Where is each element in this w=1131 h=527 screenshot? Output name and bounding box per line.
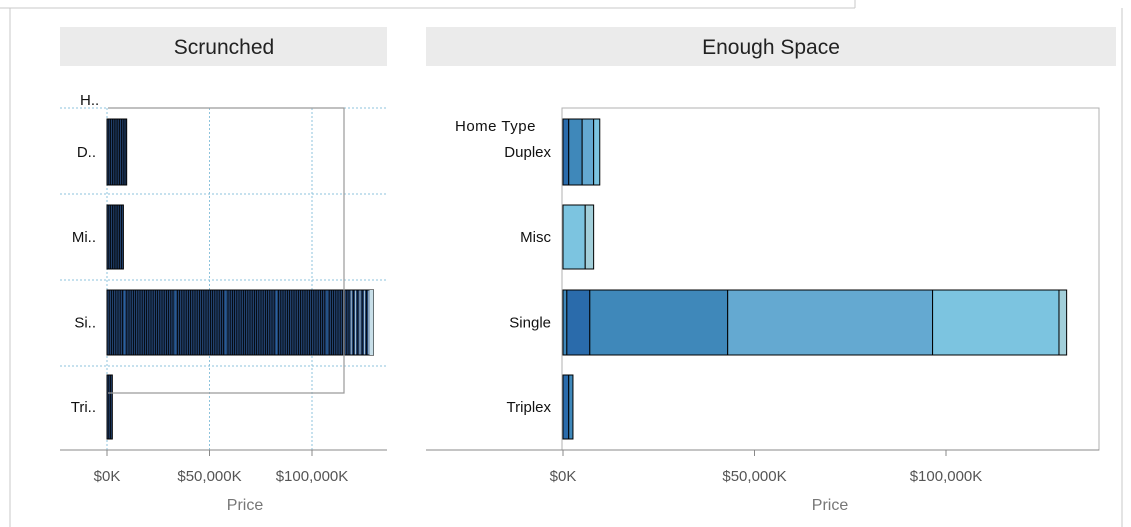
scrunched-title: Scrunched [174, 36, 274, 59]
scrunched-bar [106, 374, 113, 440]
scrunched-tick-labels: $0K $50,000K $100,000K [94, 450, 349, 485]
scrunched-x-axis-title: Price [227, 497, 264, 514]
enough-space-category-label: Single [509, 315, 551, 332]
enough-space-plot-frame [561, 107, 1100, 451]
scrunched-category-label: Mi.. [72, 229, 96, 246]
scrunched-bar-outline [106, 204, 124, 270]
enough-space-bars [562, 118, 1068, 440]
enough-space-title: Enough Space [702, 36, 840, 59]
enough-space-category-labels: Duplex Misc Single Triplex [504, 144, 551, 416]
scrunched-bar-end-cap [369, 290, 374, 355]
enough-space-category-label: Misc [520, 229, 551, 246]
enough-space-bar-segment [581, 118, 595, 186]
enough-space-bar-segment [562, 289, 568, 356]
scrunched-row-header: H.. [80, 92, 99, 109]
enough-space-bar-segment [568, 118, 583, 186]
scrunched-bar [106, 289, 374, 356]
scrunched-bar-fill [107, 375, 113, 439]
enough-space-bar-segment [568, 374, 574, 440]
enough-space-bar-segment [584, 204, 595, 270]
scrunched-title-bg [60, 27, 387, 66]
scrunched-bar-fill [107, 119, 127, 185]
enough-space-title-bg [426, 27, 1116, 66]
enough-space-bar-segment [932, 289, 1060, 356]
enough-space-bar-segment [562, 118, 570, 186]
scrunched-category-labels: D.. Mi.. Si.. Tri.. [71, 144, 96, 416]
enough-space-bar-segment [727, 289, 934, 356]
scrunched-bar-outline [106, 118, 128, 186]
enough-space-bar-segment [593, 118, 601, 186]
enough-space-bar [562, 289, 1068, 356]
scrunched-tick-label: $100,000K [276, 468, 349, 485]
scrunched-tick-label: $0K [94, 468, 121, 485]
enough-space-tick-label: $100,000K [910, 468, 983, 485]
enough-space-category-label: Duplex [504, 144, 551, 161]
enough-space-bar-segment [562, 374, 570, 440]
scrunched-bar-fill [107, 205, 124, 269]
scrunched-category-label: Si.. [74, 315, 96, 332]
scrunched-category-label: Tri.. [71, 399, 96, 416]
enough-space-bar-segment [562, 204, 586, 270]
scrunched-bar [106, 204, 124, 270]
scrunched-bar [106, 118, 128, 186]
enough-space-row-header: Home Type [455, 118, 536, 135]
enough-space-bar-segment [566, 289, 591, 356]
scrunched-panel: Scrunched H.. D.. Mi.. Si.. Tri.. $0K $50,00… [60, 27, 387, 514]
enough-space-bar-segment [589, 289, 729, 356]
enough-space-category-label: Triplex [507, 399, 552, 416]
enough-space-tick-label: $50,000K [722, 468, 786, 485]
scrunched-overlay-outline [108, 107, 345, 394]
enough-space-tick-labels: $0K $50,000K $100,000K [550, 450, 983, 485]
scrunched-bar-outline [106, 374, 113, 440]
enough-space-tick-label: $0K [550, 468, 577, 485]
scrunched-tick-label: $50,000K [177, 468, 241, 485]
enough-space-bar [562, 204, 595, 270]
enough-space-bar [562, 118, 601, 186]
enough-space-bar-segment [1058, 289, 1068, 356]
scrunched-bars [106, 118, 374, 440]
scrunched-category-label: D.. [77, 144, 96, 161]
enough-space-panel: Enough Space Home Type Duplex Misc Single T… [426, 27, 1116, 514]
enough-space-bar [562, 374, 574, 440]
enough-space-x-axis-title: Price [812, 497, 849, 514]
